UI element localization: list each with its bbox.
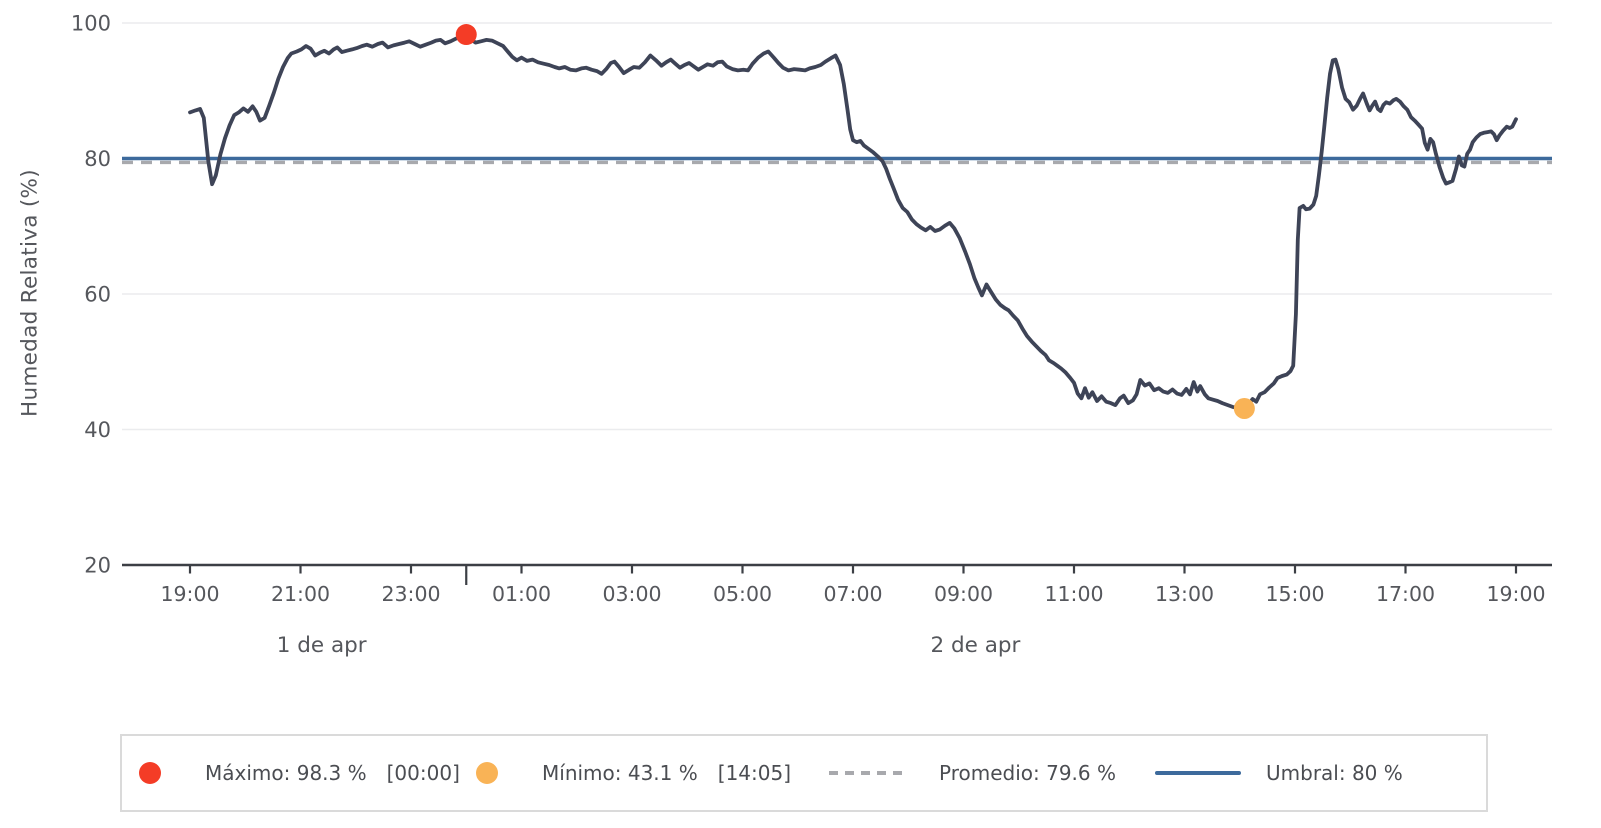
- max-marker-icon: [139, 762, 161, 784]
- legend-label-maximo: Máximo: 98.3 %: [205, 761, 367, 785]
- day-label-1-de-apr: 1 de apr: [277, 633, 367, 658]
- legend-time-maximo: [00:00]: [386, 761, 460, 785]
- x-tick-label-01:00: 01:00: [492, 582, 551, 606]
- legend-label-umbral: Umbral: 80 %: [1266, 761, 1403, 785]
- x-tick-label-13:00: 13:00: [1155, 582, 1214, 606]
- chart-canvas: 19:00 21:00 23:00 01:00 03:00 05:00 07:00 09:00…: [71, 12, 1552, 658]
- legend-time-minimo: [14:05]: [717, 761, 792, 785]
- y-tick-label-40: 40: [84, 418, 111, 442]
- x-tick-label-19:00: 19:00: [160, 582, 219, 606]
- legend-item-promedio: Promedio: 79.6 %: [829, 736, 1116, 810]
- y-axis-title: Humedad Relativa (%): [17, 169, 43, 417]
- average-line-icon: [829, 771, 907, 775]
- legend-label-promedio: Promedio: 79.6 %: [939, 761, 1116, 785]
- min-point-marker: [1233, 397, 1255, 419]
- humidity-series-line: [188, 32, 1518, 411]
- x-tick-label-07:00: 07:00: [823, 582, 882, 606]
- x-tick-label-19:00: 19:00: [1486, 582, 1545, 606]
- y-tick-label-100: 100: [71, 12, 111, 36]
- y-tick-label-20: 20: [84, 554, 111, 578]
- legend-item-minimo: Mínimo: 43.1 % [14:05]: [476, 736, 791, 810]
- x-tick-label-23:00: 23:00: [381, 582, 440, 606]
- x-tick-label-11:00: 11:00: [1044, 582, 1103, 606]
- y-tick-label-60: 60: [84, 283, 111, 307]
- x-tick-label-21:00: 21:00: [271, 582, 330, 606]
- x-tick-label-03:00: 03:00: [602, 582, 661, 606]
- y-tick-label-80: 80: [84, 147, 111, 171]
- legend-item-maximo: Máximo: 98.3 % [00:00]: [139, 736, 460, 810]
- x-tick-label-09:00: 09:00: [934, 582, 993, 606]
- threshold-line-icon: [1155, 771, 1241, 775]
- humidity-chart: 19:00 21:00 23:00 01:00 03:00 05:00 07:00 09:00…: [17, 12, 1552, 658]
- chart-legend: Máximo: 98.3 % [00:00] Mínimo: 43.1 % [1…: [120, 734, 1488, 812]
- day-label-2-de-apr: 2 de apr: [931, 633, 1021, 658]
- x-tick-label-05:00: 05:00: [713, 582, 772, 606]
- legend-label-minimo: Mínimo: 43.1 %: [542, 761, 698, 785]
- max-point-marker: [455, 24, 477, 46]
- legend-item-umbral: Umbral: 80 %: [1155, 736, 1403, 810]
- min-marker-icon: [476, 762, 498, 784]
- x-tick-label-15:00: 15:00: [1265, 582, 1324, 606]
- x-tick-label-17:00: 17:00: [1376, 582, 1435, 606]
